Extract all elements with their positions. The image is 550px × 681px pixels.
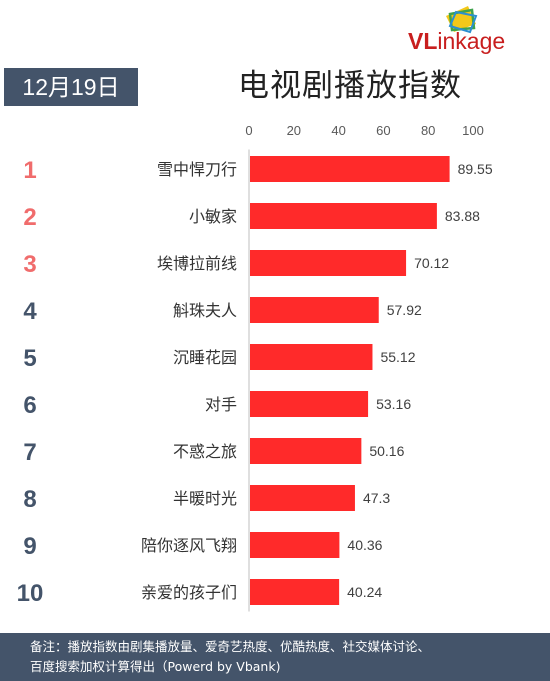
value-label: 50.16 <box>369 443 404 459</box>
footer-line-1: 备注：播放指数由剧集播放量、爱奇艺热度、优酷热度、社交媒体讨论、 <box>30 639 431 654</box>
category-label: 半暖时光 <box>173 489 237 508</box>
x-tick-label: 0 <box>245 123 252 138</box>
value-label: 57.92 <box>387 302 422 318</box>
x-tick-label: 80 <box>421 123 435 138</box>
rank-number: 4 <box>23 298 37 325</box>
category-label: 沉睡花园 <box>173 348 237 367</box>
footer-line-2: 百度搜索加权计算得出（Powerd by Vbank) <box>30 659 281 674</box>
value-label: 89.55 <box>458 161 493 177</box>
rank-number: 9 <box>23 533 36 560</box>
rank-number: 8 <box>23 486 36 513</box>
x-tick-label: 20 <box>287 123 301 138</box>
bar <box>250 250 407 276</box>
category-label: 亲爱的孩子们 <box>141 583 237 602</box>
x-tick-label: 100 <box>462 123 484 138</box>
logo-text: VLinkage <box>408 28 506 54</box>
x-tick-label: 40 <box>331 123 345 138</box>
value-label: 40.36 <box>347 537 382 553</box>
bar <box>250 391 369 417</box>
date-badge: 12月19日 <box>4 68 138 106</box>
bar <box>250 532 340 558</box>
bar <box>250 344 373 370</box>
rank-number: 3 <box>23 251 36 278</box>
category-label: 埃博拉前线 <box>157 254 237 273</box>
chart-title: 电视剧播放指数 <box>238 68 462 104</box>
bar <box>250 438 362 464</box>
value-label: 47.3 <box>363 490 390 506</box>
bar <box>250 156 450 182</box>
category-label: 斛珠夫人 <box>173 301 237 320</box>
category-label: 对手 <box>205 395 237 414</box>
value-label: 40.24 <box>347 584 382 600</box>
category-label: 陪你逐风飞翔 <box>141 536 237 555</box>
rank-number: 2 <box>23 204 36 231</box>
value-label: 53.16 <box>376 396 411 412</box>
value-label: 55.12 <box>380 349 415 365</box>
rank-number: 1 <box>23 157 36 184</box>
bar <box>250 485 355 511</box>
bar <box>250 297 379 323</box>
bar-chart: 0 20 40 60 80 100 1 雪中悍刀行 89.55 2 小敏家 83.88 3 埃博拉前线 70… <box>17 123 493 612</box>
rank-number: 6 <box>23 392 36 419</box>
category-label: 雪中悍刀行 <box>157 160 237 179</box>
logo-emblem-icon <box>446 6 478 34</box>
bar <box>250 203 437 229</box>
vlinkage-logo: VLinkage <box>408 4 548 56</box>
category-label: 小敏家 <box>189 207 237 226</box>
footer-note: 备注：播放指数由剧集播放量、爱奇艺热度、优酷热度、社交媒体讨论、 百度搜索加权计… <box>0 633 550 681</box>
rank-number: 7 <box>23 439 36 466</box>
bar <box>250 579 340 605</box>
rank-number: 10 <box>17 580 44 607</box>
value-label: 83.88 <box>445 208 480 224</box>
value-label: 70.12 <box>414 255 449 271</box>
x-tick-label: 60 <box>376 123 390 138</box>
category-label: 不惑之旅 <box>173 442 237 461</box>
rank-number: 5 <box>23 345 36 372</box>
